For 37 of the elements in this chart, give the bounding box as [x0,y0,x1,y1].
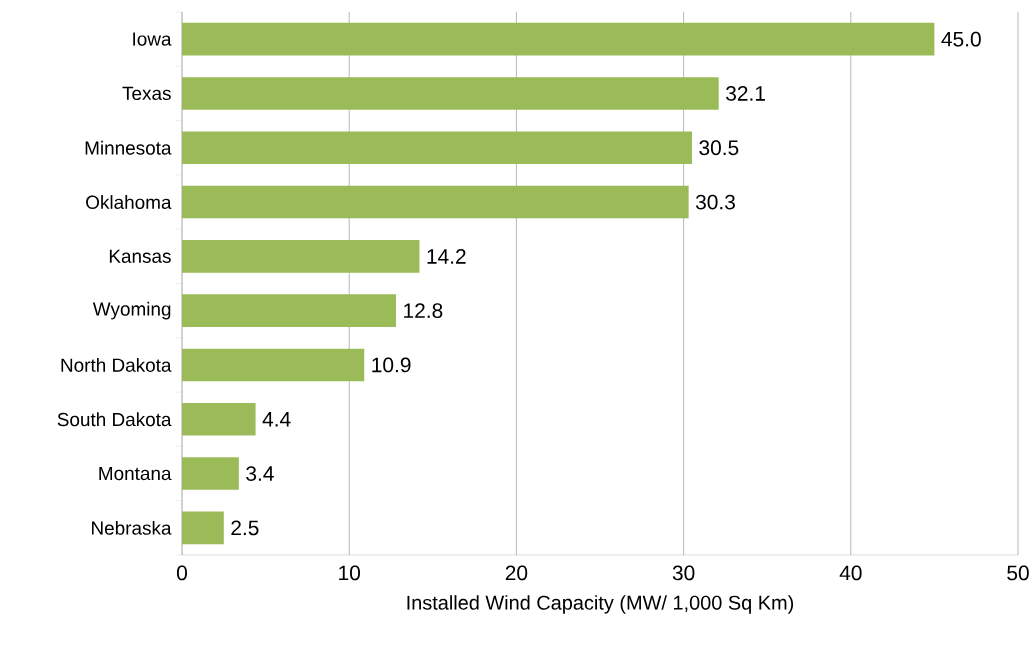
data-label: 32.1 [726,86,765,101]
x-tick-label: 20 [505,565,528,581]
y-tick-label: Minnesota [85,140,172,155]
x-axis-title: Installed Wind Capacity (MW/ 1,000 Sq Km) [407,595,794,614]
y-tick-label: South Dakota [57,412,172,427]
data-label: 4.4 [262,412,291,427]
data-label: 12.8 [404,303,443,319]
bar [182,294,397,327]
x-tick-label: 50 [1007,565,1029,581]
x-tick-label: 30 [672,565,695,581]
y-tick-label: Iowa [133,32,172,46]
data-label: 3.4 [246,466,274,481]
data-label: 30.3 [695,194,735,210]
bar [182,457,239,490]
bar [182,240,420,273]
bar [182,185,689,219]
data-label: 14.2 [427,249,466,264]
y-tick-label: North Dakota [61,358,172,372]
x-tick-label: 0 [177,565,187,581]
y-tick-label: Wyoming [92,301,171,320]
data-label: 2.5 [231,520,259,536]
y-tick-label: Oklahoma [86,195,172,209]
x-tick-label: 10 [339,565,361,581]
y-tick-label: Montana [99,466,172,481]
bar [182,348,365,382]
x-tick-label: 40 [839,565,862,581]
y-tick-label: Kansas [109,249,171,263]
bar [182,511,224,545]
bar [182,131,692,165]
bar [182,22,935,56]
y-tick-label: Nebraska [92,520,172,535]
bar [182,402,256,436]
data-label: 45.0 [941,31,981,47]
y-tick-label: Texas [122,86,171,101]
data-label: 10.9 [372,357,411,373]
data-label: 30.5 [699,140,739,156]
bar [182,77,719,110]
